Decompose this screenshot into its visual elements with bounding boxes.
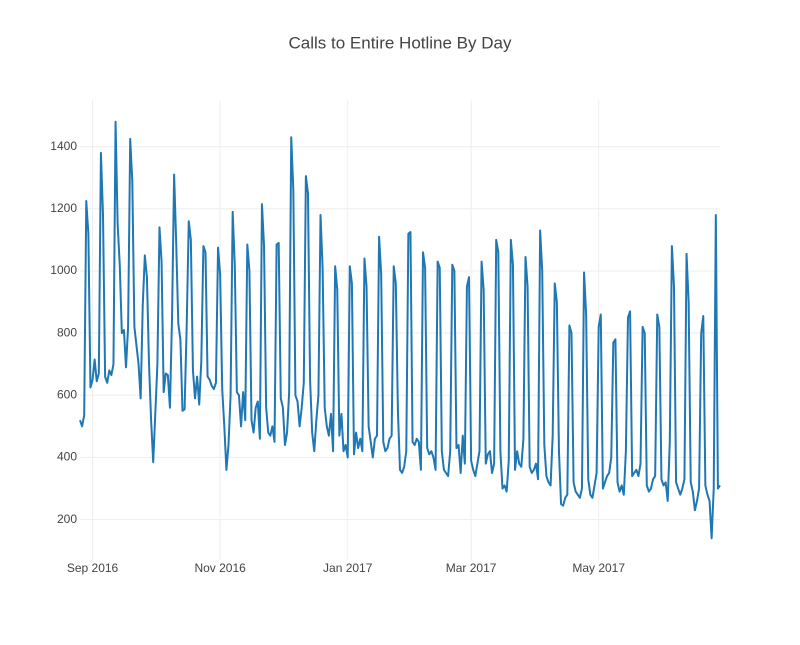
y-tick-label: 1400 bbox=[50, 139, 77, 153]
x-tick-label: Sep 2016 bbox=[67, 561, 119, 575]
x-tick-label: Mar 2017 bbox=[446, 561, 497, 575]
y-tick-label: 800 bbox=[57, 325, 77, 339]
x-tick-label: May 2017 bbox=[572, 561, 625, 575]
data-line bbox=[79, 120, 721, 540]
chart-title: Calls to Entire Hotline By Day bbox=[289, 33, 512, 52]
y-tick-label: 400 bbox=[57, 450, 77, 464]
y-tick-label: 1000 bbox=[50, 263, 77, 277]
x-tick-label: Jan 2017 bbox=[323, 561, 373, 575]
y-tick-label: 600 bbox=[57, 387, 77, 401]
y-tick-label: 200 bbox=[57, 512, 77, 526]
x-tick-label: Nov 2016 bbox=[194, 561, 246, 575]
y-tick-label: 1200 bbox=[50, 201, 77, 215]
